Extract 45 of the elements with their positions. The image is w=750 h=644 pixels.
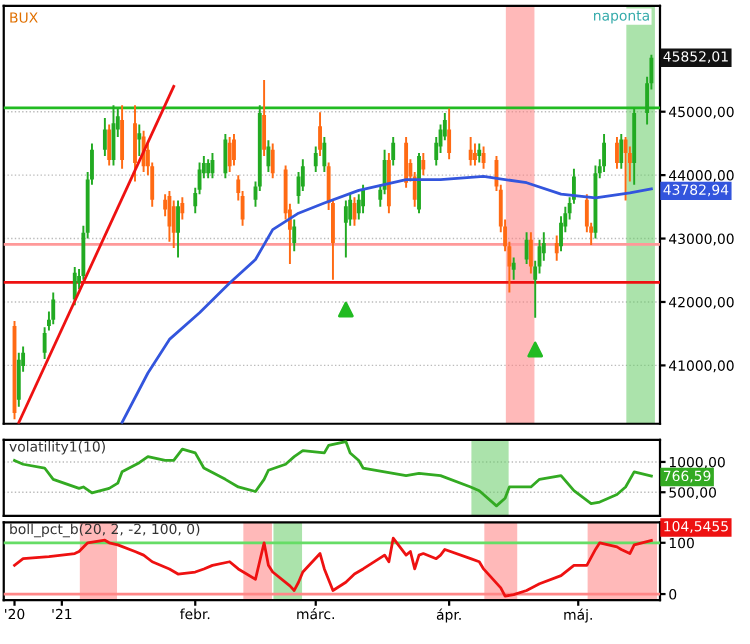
- candlestick: [524, 231, 529, 265]
- candlestick: [232, 132, 236, 167]
- candlestick: [227, 136, 232, 173]
- candlestick: [137, 123, 142, 158]
- candlestick: [559, 215, 563, 253]
- candlestick: [176, 199, 180, 259]
- candlestick: [615, 136, 619, 170]
- candlestick: [171, 199, 176, 250]
- candlestick: [447, 107, 452, 161]
- line-series: [13, 440, 653, 508]
- candlestick: [386, 151, 391, 215]
- candlestick: [180, 196, 185, 221]
- candlestick: [51, 291, 56, 326]
- candlestick: [468, 136, 473, 167]
- candlestick: [167, 190, 172, 243]
- candlestick: [511, 256, 516, 281]
- candlestick: [313, 145, 318, 173]
- candlestick: [602, 132, 606, 173]
- candlestick: [16, 351, 21, 408]
- candlestick: [481, 145, 486, 170]
- candlestick: [72, 266, 77, 307]
- candlestick: [473, 142, 477, 167]
- candlestick: [322, 136, 327, 173]
- candlestick: [266, 139, 271, 173]
- candlestick: [554, 234, 559, 262]
- candlestick: [421, 151, 426, 177]
- candlestick: [623, 136, 628, 202]
- candlestick: [270, 142, 275, 180]
- candlestick: [343, 199, 348, 259]
- candlestick: [120, 104, 125, 170]
- candlestick: [292, 218, 297, 253]
- candlestick: [318, 111, 322, 158]
- candlestick: [361, 183, 366, 215]
- candlestick: [404, 136, 409, 189]
- candlestick: [391, 136, 396, 167]
- candlestick: [619, 132, 624, 170]
- candlestick: [356, 193, 361, 221]
- candlestick: [102, 117, 107, 158]
- candlestick: [477, 142, 482, 164]
- candlestick: [262, 79, 267, 158]
- candlestick: [528, 231, 533, 275]
- candlestick: [107, 123, 112, 167]
- candlestick: [133, 104, 137, 183]
- candlestick: [206, 158, 211, 180]
- candlestick: [223, 132, 228, 180]
